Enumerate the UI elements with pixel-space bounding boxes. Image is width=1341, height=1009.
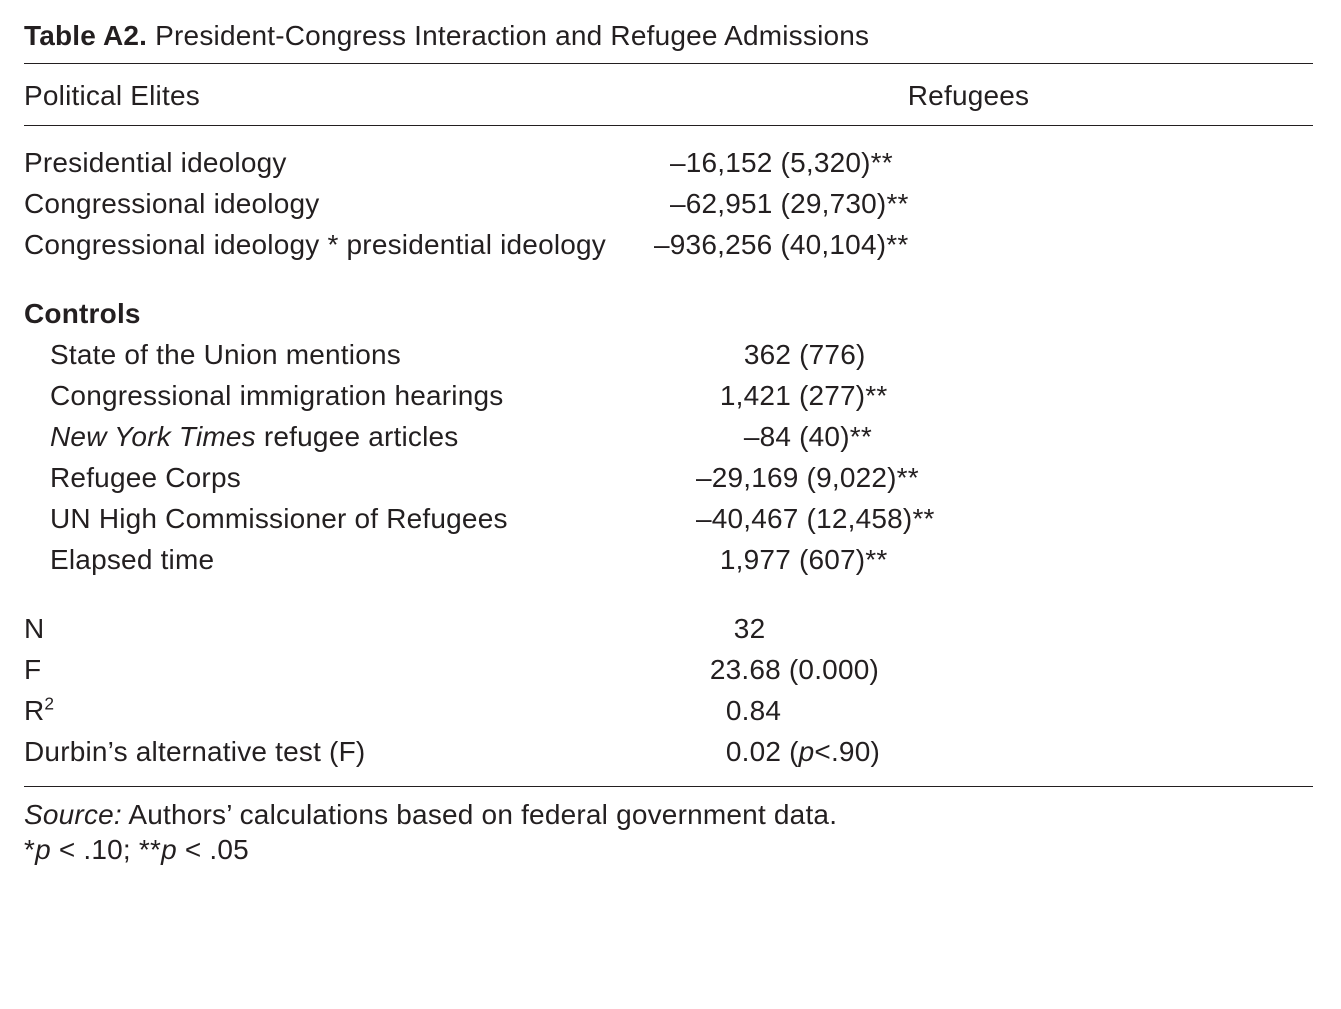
row-value: –62,951 (29,730)** [624,186,1313,221]
header-col2: Refugees [624,78,1313,113]
row-label: New York Times refugee articles [24,419,650,454]
table-row: Congressional ideology * presidential id… [24,224,1313,265]
row-value: –29,169 (9,022)** [650,460,1313,495]
header-col1: Political Elites [24,78,624,113]
table-header-row: Political Elites Refugees [24,64,1313,126]
sig-prefix1: * [24,834,35,865]
main-rows: Presidential ideology –16,152 (5,320)** … [24,126,1313,265]
significance-line: *p < .10; **p < .05 [24,832,1313,867]
row-label: R2 [24,693,624,728]
table-notes: Source: Authors’ calculations based on f… [24,787,1313,867]
controls-heading-row: Controls [24,293,1313,334]
row-value: 32 [624,611,1313,646]
row-value: 0.84 [624,693,1313,728]
sig-p1: p [35,834,51,865]
row-label: Durbin’s alternative test (F) [24,734,624,769]
row-value: –40,467 (12,458)** [650,501,1313,536]
row-value-italic: p [799,736,815,767]
stats-section: N 32 F 23.68 (0.000) R2 0.84 Durbin’s al… [24,580,1313,787]
row-value: 1,421 (277)** [650,378,1313,413]
source-line: Source: Authors’ calculations based on f… [24,797,1313,832]
row-value-suffix: <.90) [814,736,880,767]
row-label: UN High Commissioner of Refugees [24,501,650,536]
row-label: Congressional ideology [24,186,624,221]
row-label: Elapsed time [24,542,650,577]
row-value-prefix: 0.02 ( [654,736,799,767]
table-row: Refugee Corps –29,169 (9,022)** [24,457,1313,498]
row-value: –16,152 (5,320)** [624,145,1313,180]
row-value: 0.02 (p<.90) [624,734,1313,769]
sig-p2: p [161,834,177,865]
row-label: Congressional ideology * presidential id… [24,227,624,262]
table-title: Table A2. President-Congress Interaction… [24,18,1313,64]
row-value: 23.68 (0.000) [624,652,1313,687]
table-row: Congressional ideology –62,951 (29,730)*… [24,183,1313,224]
source-text: Authors’ calculations based on federal g… [122,799,837,830]
row-value: –84 (40)** [650,419,1313,454]
sig-mid: < .10; ** [51,834,161,865]
table-title-label: Table A2. [24,20,147,51]
controls-section: Controls State of the Union mentions 362… [24,265,1313,580]
table-row: R2 0.84 [24,690,1313,731]
table-row: N 32 [24,608,1313,649]
row-value: 362 (776) [650,337,1313,372]
row-label: Presidential ideology [24,145,624,180]
row-label-italic: New York Times [50,421,256,452]
row-value: –936,256 (40,104)** [624,227,1313,262]
row-label: Refugee Corps [24,460,650,495]
table-row: State of the Union mentions 362 (776) [24,334,1313,375]
table-row: Durbin’s alternative test (F) 0.02 (p<.9… [24,731,1313,772]
row-label: F [24,652,624,687]
table-row: Congressional immigration hearings 1,421… [24,375,1313,416]
table-row: UN High Commissioner of Refugees –40,467… [24,498,1313,539]
sig-suffix: < .05 [177,834,249,865]
source-label: Source: [24,799,122,830]
table-title-text: President-Congress Interaction and Refug… [147,20,869,51]
row-label-suffix: refugee articles [256,421,459,452]
table-row: Presidential ideology –16,152 (5,320)** [24,142,1313,183]
table-row: New York Times refugee articles –84 (40)… [24,416,1313,457]
row-label: Congressional immigration hearings [24,378,650,413]
table-row: F 23.68 (0.000) [24,649,1313,690]
row-label: State of the Union mentions [24,337,650,372]
row-label: N [24,611,624,646]
table-row: Elapsed time 1,977 (607)** [24,539,1313,580]
controls-heading: Controls [24,296,624,331]
row-value: 1,977 (607)** [650,542,1313,577]
